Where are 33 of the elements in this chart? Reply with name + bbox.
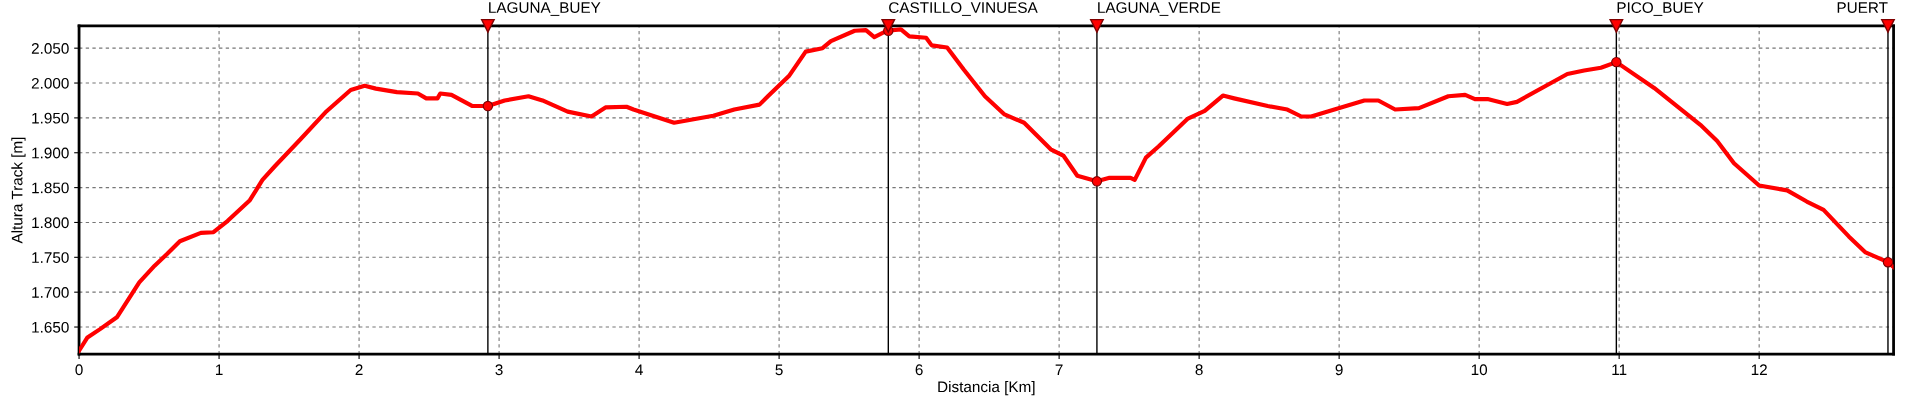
x-tick-label: 2 (355, 364, 363, 376)
point (482, 100, 494, 112)
ref-line-label: PUERT (1837, 2, 1888, 13)
point (1882, 256, 1894, 268)
x-tick-label: 10 (1471, 364, 1488, 376)
y-tick-label: 1.950 (32, 112, 69, 124)
x-tick-label: 8 (1195, 364, 1203, 376)
y-axis-title: Altura Track [m] (11, 137, 26, 244)
x-tick-label: 12 (1751, 364, 1767, 376)
ref-line-label: LAGUNA_VERDE (1098, 2, 1221, 16)
ref-line-label: PICO_BUEY (1617, 2, 1704, 16)
ref-line-label: LAGUNA_BUEY (489, 2, 601, 16)
x-tick-label: 1 (215, 364, 223, 376)
x-tick-label: 6 (915, 364, 923, 376)
y-tick-label: 2.050 (31, 43, 69, 54)
x-tick-label: 3 (495, 364, 503, 376)
y-tick-label: 1.750 (32, 252, 69, 263)
point (1611, 56, 1622, 68)
x-tick-label: 4 (635, 364, 643, 376)
x-tick-label: 0 (75, 364, 83, 376)
y-tick-label: 1.900 (32, 147, 69, 159)
ref-line-label: CASTILLO_VINUESA (889, 2, 1038, 16)
y-tick-label: 1.700 (32, 287, 69, 298)
y-tick-label: 1.850 (32, 182, 69, 194)
point (1091, 176, 1103, 187)
y-tick-label: 2.000 (31, 77, 69, 89)
x-axis-title: Distancia [Km] (938, 380, 1035, 396)
x-tick-label: 7 (1055, 364, 1063, 376)
x-tick-label: 9 (1335, 364, 1343, 376)
y-tick-label: 1.800 (32, 217, 69, 229)
x-tick-label: 5 (775, 364, 783, 376)
x-tick-label: 11 (1612, 364, 1627, 376)
y-tick-label: 1.650 (32, 321, 69, 333)
